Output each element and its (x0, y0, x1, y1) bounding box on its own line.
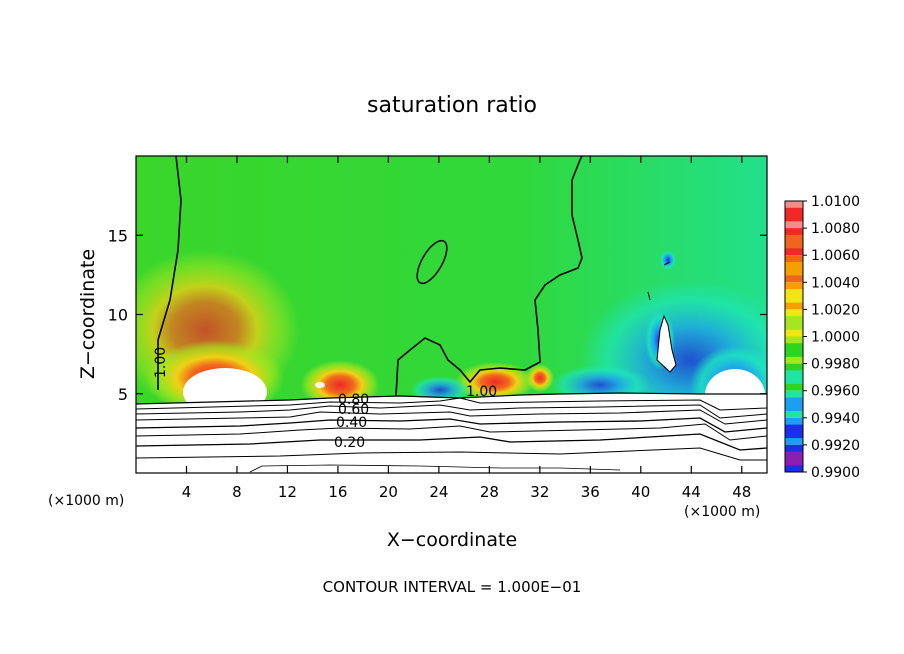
colorbar-label: 0.9960 (811, 384, 860, 400)
x-units-left: (×1000 m) (48, 493, 124, 509)
x-tick-label: 28 (480, 483, 499, 501)
x-tick-label: 48 (732, 483, 751, 501)
y-axis: 5 10 15 (108, 226, 767, 404)
x-tick-label: 12 (278, 483, 297, 501)
y-axis-label: Z−coordinate (77, 249, 99, 379)
colorbar-label: 1.0000 (811, 330, 860, 346)
x-tick-label: 24 (429, 483, 448, 501)
contour-label: 1.00 (153, 347, 169, 378)
x-tick-label: 4 (182, 483, 192, 501)
contour-interval-note: CONTOUR INTERVAL = 1.000E−01 (323, 578, 582, 596)
colorbar-label: 0.9920 (811, 438, 860, 454)
colorbar-label: 0.9900 (811, 465, 860, 481)
y-tick-label: 15 (108, 226, 128, 245)
colorbar-label: 1.0020 (811, 302, 860, 318)
x-tick-label: 36 (581, 483, 600, 501)
x-tick-label: 44 (682, 483, 701, 501)
colorbar-label: 1.0040 (811, 275, 860, 291)
contour-label: 0.80 (338, 392, 369, 408)
x-tick-label: 40 (631, 483, 650, 501)
colorbar-label: 0.9980 (811, 357, 860, 373)
colorbar-label: 1.0060 (811, 248, 860, 264)
colorbar-label: 1.0100 (811, 194, 860, 210)
x-tick-label: 20 (379, 483, 398, 501)
x-tick-label: 8 (232, 483, 242, 501)
colorbar-label: 1.0080 (811, 221, 860, 237)
y-tick-label: 5 (118, 385, 128, 404)
x-tick-label: 16 (328, 483, 347, 501)
contour-label: 0.40 (336, 415, 367, 431)
x-axis-label: X−coordinate (387, 529, 517, 551)
contour-label: 0.20 (334, 435, 365, 451)
x-units-right: (×1000 m) (684, 504, 760, 520)
x-axis: 4 8 12 16 20 24 28 32 36 40 44 48 (182, 156, 751, 501)
chart-title: saturation ratio (367, 93, 537, 118)
contour-label: 0.60 (338, 402, 369, 418)
contour-label: 1.00 (466, 384, 497, 400)
contour-labels: 1.00 1.00 0.80 0.60 0.40 0.20 (153, 347, 497, 451)
colorbar-label: 0.9940 (811, 411, 860, 427)
y-tick-label: 10 (108, 306, 128, 325)
x-tick-label: 32 (530, 483, 549, 501)
colorbar: 1.0100 1.0080 1.0060 1.0040 1.0020 1.0000 0.99… (784, 194, 860, 481)
plot-area (136, 156, 767, 473)
